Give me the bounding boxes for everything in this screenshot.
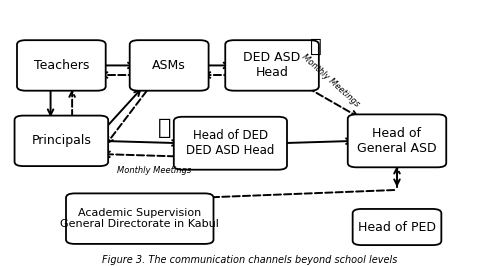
- FancyBboxPatch shape: [352, 209, 442, 245]
- Text: Head of DED
DED ASD Head: Head of DED DED ASD Head: [186, 129, 274, 157]
- Text: DED ASD
Head: DED ASD Head: [244, 51, 300, 80]
- FancyBboxPatch shape: [14, 116, 108, 166]
- FancyBboxPatch shape: [226, 40, 319, 91]
- Text: Principals: Principals: [32, 134, 92, 147]
- FancyBboxPatch shape: [130, 40, 208, 91]
- Text: 👥: 👥: [158, 118, 171, 138]
- FancyBboxPatch shape: [174, 117, 287, 170]
- FancyBboxPatch shape: [17, 40, 106, 91]
- Text: 👥: 👥: [310, 37, 322, 56]
- Text: Monthly Meetings: Monthly Meetings: [118, 166, 192, 175]
- Text: ASMs: ASMs: [152, 59, 186, 72]
- Text: Academic Supervision
General Directorate in Kabul: Academic Supervision General Directorate…: [60, 208, 219, 230]
- Text: Head of PED: Head of PED: [358, 221, 436, 234]
- FancyBboxPatch shape: [66, 193, 214, 244]
- Text: Monthly Meetings: Monthly Meetings: [300, 53, 362, 109]
- Text: Figure 3. The communication channels beyond school levels: Figure 3. The communication channels bey…: [102, 255, 398, 265]
- Text: Head of
General ASD: Head of General ASD: [357, 127, 437, 155]
- FancyBboxPatch shape: [348, 114, 446, 167]
- Text: Teachers: Teachers: [34, 59, 89, 72]
